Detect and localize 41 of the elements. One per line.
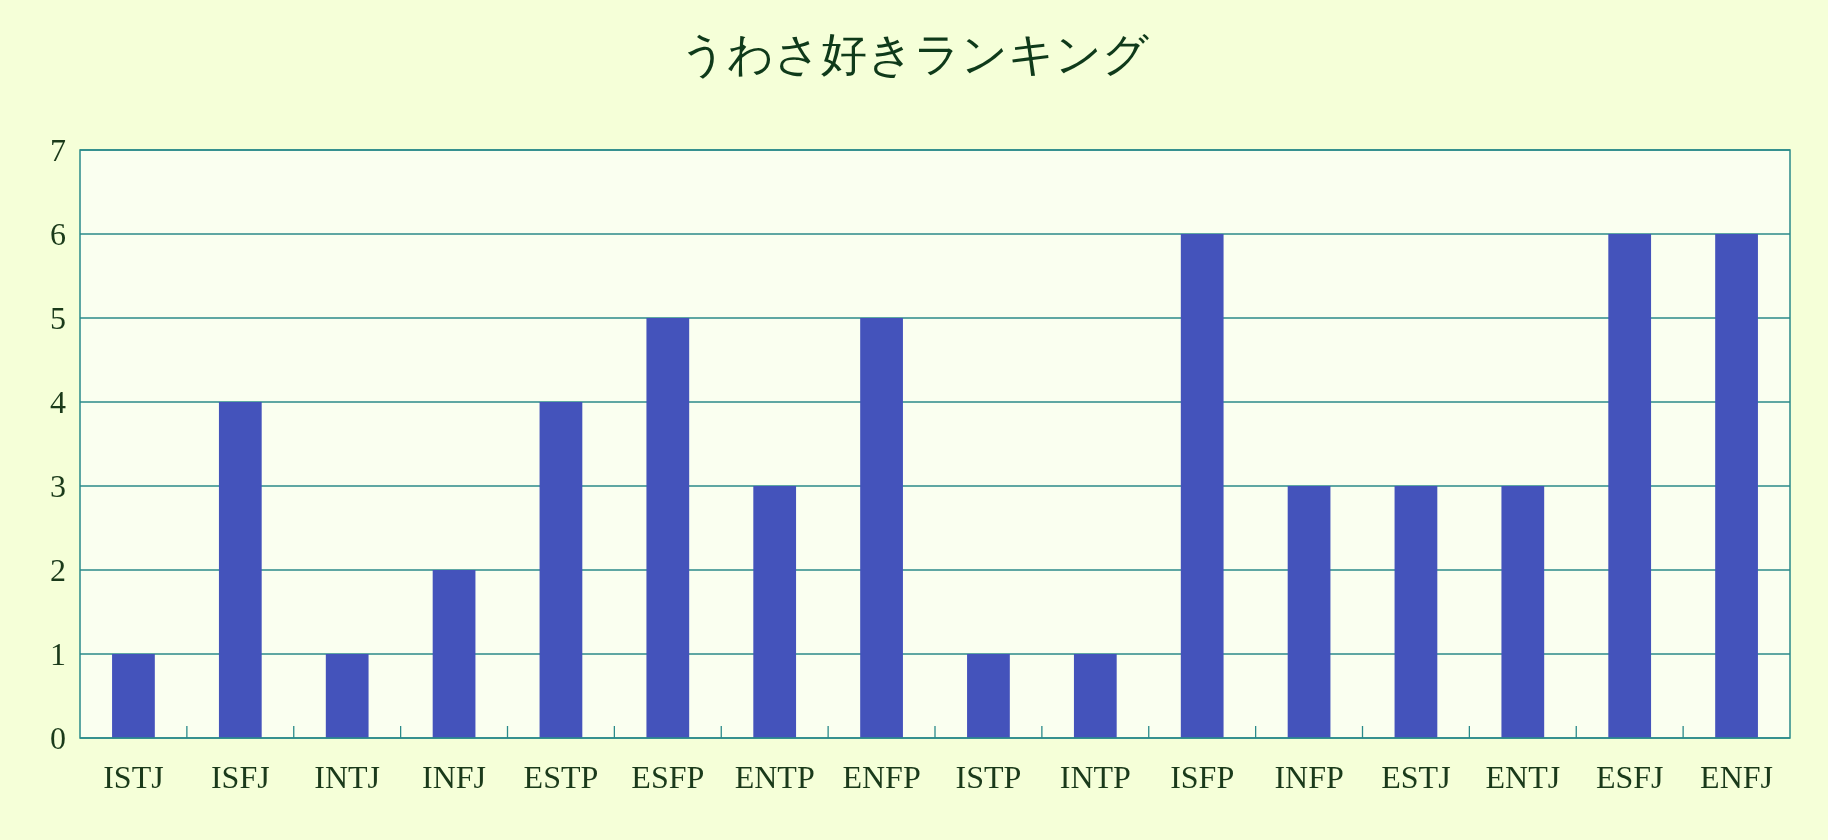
bar xyxy=(1608,234,1652,738)
y-tick-label: 2 xyxy=(50,552,66,588)
bar xyxy=(1180,234,1224,738)
bar xyxy=(860,318,903,738)
bar xyxy=(1715,234,1758,738)
x-tick-label: ESTP xyxy=(523,759,599,795)
bar xyxy=(1073,654,1117,738)
bar xyxy=(1287,486,1331,738)
x-tick-label: INTP xyxy=(1059,759,1131,795)
x-tick-label: ISFP xyxy=(1170,759,1235,795)
x-tick-label: ESTJ xyxy=(1381,759,1451,795)
x-tick-label: ENTJ xyxy=(1485,759,1561,795)
bar xyxy=(967,654,1010,738)
x-tick-label: ENFJ xyxy=(1700,759,1774,795)
bar xyxy=(432,570,476,738)
x-tick-label: ISTP xyxy=(955,759,1022,795)
bar xyxy=(539,402,583,738)
x-tick-label: INFP xyxy=(1274,759,1344,795)
y-tick-label: 6 xyxy=(50,216,66,252)
bar xyxy=(218,402,262,738)
y-tick-label: 0 xyxy=(50,720,66,756)
bar xyxy=(112,654,155,738)
chart-title: うわさ好きランキング xyxy=(679,29,1149,80)
x-tick-label: ISFJ xyxy=(210,759,270,795)
x-tick-label: INFJ xyxy=(422,759,487,795)
bar xyxy=(325,654,369,738)
x-tick-label: ENTP xyxy=(734,759,815,795)
bar xyxy=(1394,486,1438,738)
y-tick-label: 3 xyxy=(50,468,66,504)
bar xyxy=(1501,486,1545,738)
x-tick-label: INTJ xyxy=(314,759,381,795)
x-tick-label: ISTJ xyxy=(103,759,164,795)
y-tick-label: 7 xyxy=(50,132,66,168)
x-tick-label: ESFP xyxy=(631,759,705,795)
y-tick-label: 4 xyxy=(50,384,66,420)
x-tick-label: ESFJ xyxy=(1595,759,1664,795)
x-tick-label: ENFP xyxy=(842,759,921,795)
bar xyxy=(753,486,797,738)
y-tick-label: 5 xyxy=(50,300,66,336)
bar xyxy=(646,318,690,738)
y-tick-label: 1 xyxy=(50,636,66,672)
